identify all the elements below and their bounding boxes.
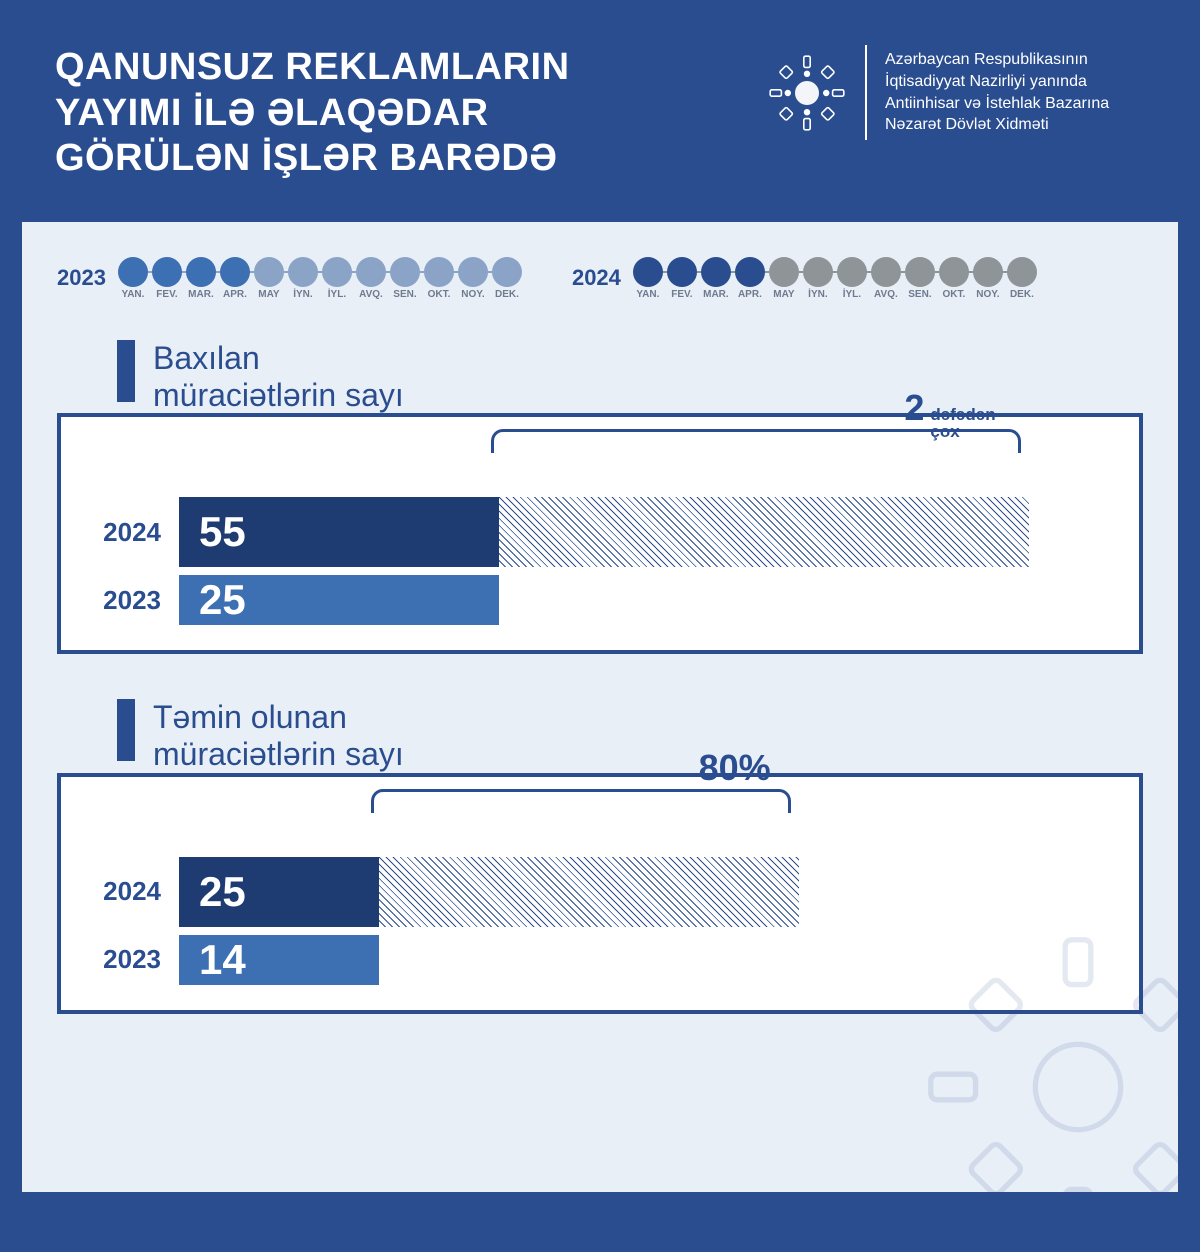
month-dot — [769, 257, 799, 287]
panel-title: Təmin olunanmüraciətlərin sayı — [153, 699, 404, 773]
month-dot — [118, 257, 148, 287]
month-label: İYN. — [803, 289, 833, 300]
bar-fill: 25 — [179, 857, 379, 927]
month-dot — [735, 257, 765, 287]
month-label: SEN. — [390, 289, 420, 300]
month-label: MAY — [254, 289, 284, 300]
month-label: FEV. — [667, 289, 697, 300]
month-label: AVQ. — [356, 289, 386, 300]
month-label: DEK. — [492, 289, 522, 300]
bar-year-label: 2024 — [61, 876, 161, 907]
bar-year-label: 2023 — [61, 944, 161, 975]
content-area: 2023 YAN. FEV. MAR. APR. MAY İYN. İYL. AVQ. SEN. O… — [22, 222, 1178, 1192]
bar-year-label: 2024 — [61, 517, 161, 548]
page-title: QANUNSUZ REKLAMLARIN YAYIMI İLƏ ƏLAQƏDAR… — [55, 45, 695, 182]
month-label: NOY. — [458, 289, 488, 300]
timeline-year-label: 2024 — [572, 265, 621, 291]
bar-year-label: 2023 — [61, 585, 161, 616]
month-label: APR. — [220, 289, 250, 300]
agency-logo-icon — [767, 53, 847, 133]
month-label: NOY. — [973, 289, 1003, 300]
month-label: OKT. — [424, 289, 454, 300]
month-dot — [424, 257, 454, 287]
panel-body: 80% 2024 25 2023 14 — [57, 773, 1143, 1014]
month-dot — [322, 257, 352, 287]
change-bracket: 80% — [371, 789, 791, 813]
bar-row: 2023 14 — [61, 935, 1109, 985]
chart-panel: Təmin olunanmüraciətlərin sayı80%2024252… — [57, 699, 1143, 1014]
month-dot — [1007, 257, 1037, 287]
bar-row: 2024 25 — [61, 857, 1109, 927]
timeline-2024: 2024 YAN. FEV. MAR. APR. MAY İYN. İYL. AVQ. SEN. O… — [572, 257, 1037, 300]
change-value: 80% — [699, 747, 771, 789]
agency-name: Azərbaycan Respublikasının İqtisadiyyat … — [885, 49, 1145, 135]
bar-fill: 14 — [179, 935, 379, 985]
title-marker — [117, 340, 135, 402]
month-label: SEN. — [905, 289, 935, 300]
timelines: 2023 YAN. FEV. MAR. APR. MAY İYN. İYL. AVQ. SEN. O… — [57, 257, 1143, 300]
month-label: MAR. — [701, 289, 731, 300]
title-marker — [117, 699, 135, 761]
header: QANUNSUZ REKLAMLARIN YAYIMI İLƏ ƏLAQƏDAR… — [0, 0, 1200, 212]
bar-hatch — [379, 857, 799, 927]
month-dot — [837, 257, 867, 287]
month-dot — [186, 257, 216, 287]
month-dot — [390, 257, 420, 287]
timeline-2023: 2023 YAN. FEV. MAR. APR. MAY İYN. İYL. AVQ. SEN. O… — [57, 257, 522, 300]
panel-title: Baxılanmüraciətlərin sayı — [153, 340, 404, 414]
month-label: MAR. — [186, 289, 216, 300]
month-dot — [803, 257, 833, 287]
bar-fill: 55 — [179, 497, 499, 567]
month-dot — [152, 257, 182, 287]
month-label: YAN. — [633, 289, 663, 300]
month-dot — [254, 257, 284, 287]
month-label: OKT. — [939, 289, 969, 300]
month-dot — [973, 257, 1003, 287]
month-label: İYN. — [288, 289, 318, 300]
change-value: 2dəfədənçox — [904, 387, 995, 440]
bar-fill: 25 — [179, 575, 499, 625]
bar-row: 2023 25 — [61, 575, 1109, 625]
month-label: APR. — [735, 289, 765, 300]
month-dot — [492, 257, 522, 287]
month-dot — [356, 257, 386, 287]
month-dot — [701, 257, 731, 287]
logo-divider — [865, 45, 867, 140]
logo-block: Azərbaycan Respublikasının İqtisadiyyat … — [767, 45, 1145, 140]
month-dot — [220, 257, 250, 287]
month-label: İYL. — [837, 289, 867, 300]
bar-hatch — [499, 497, 1029, 567]
month-dot — [905, 257, 935, 287]
change-bracket: 2dəfədənçox — [491, 429, 1021, 453]
month-dot — [633, 257, 663, 287]
timeline-year-label: 2023 — [57, 265, 106, 291]
chart-panel: Baxılanmüraciətlərin sayı 2dəfədənçox 2024… — [57, 340, 1143, 655]
month-dot — [288, 257, 318, 287]
month-dot — [458, 257, 488, 287]
month-label: YAN. — [118, 289, 148, 300]
month-dot — [667, 257, 697, 287]
month-label: MAY — [769, 289, 799, 300]
month-dot — [939, 257, 969, 287]
month-label: AVQ. — [871, 289, 901, 300]
panel-body: 2dəfədənçox 2024 55 2023 25 — [57, 413, 1143, 654]
bar-row: 2024 55 — [61, 497, 1109, 567]
month-label: İYL. — [322, 289, 352, 300]
month-dot — [871, 257, 901, 287]
month-label: FEV. — [152, 289, 182, 300]
month-label: DEK. — [1007, 289, 1037, 300]
